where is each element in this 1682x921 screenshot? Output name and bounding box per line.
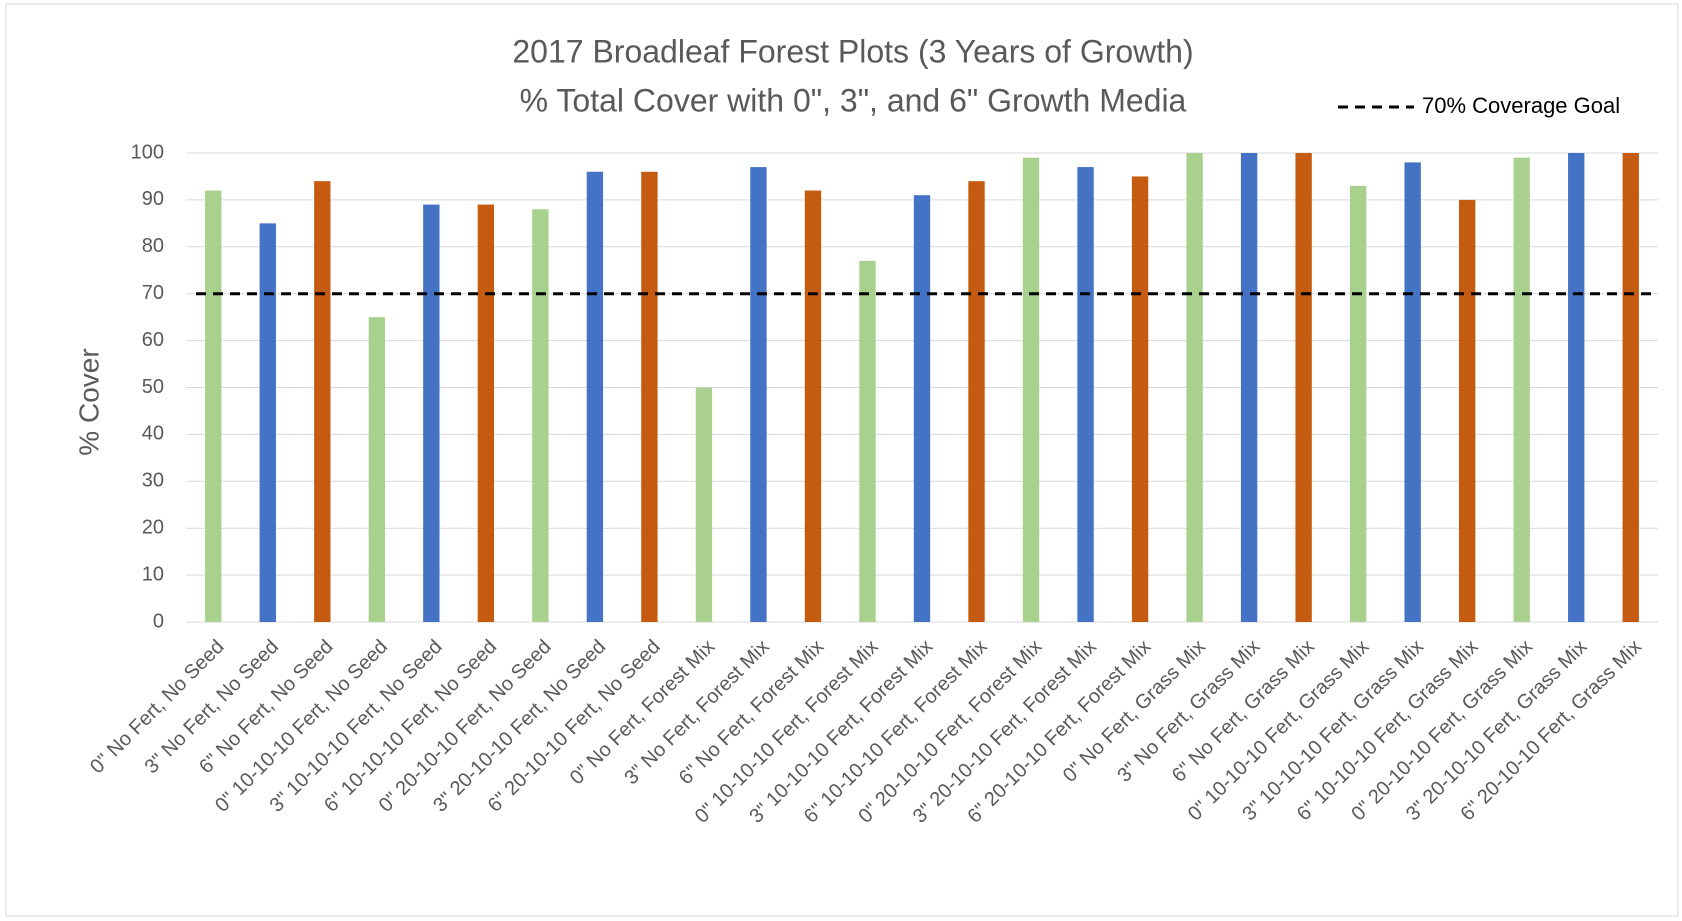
bar [1404, 162, 1421, 622]
bar [1077, 167, 1094, 622]
y-tick-label: 100 [131, 141, 164, 163]
y-tick-label: 70 [142, 282, 164, 304]
bar [913, 195, 931, 622]
y-tick-label: 50 [142, 376, 164, 398]
bar [1295, 153, 1312, 622]
y-tick-label: 10 [142, 563, 164, 585]
bar [423, 204, 440, 622]
bar [532, 209, 549, 622]
y-axis-label: % Cover [73, 348, 104, 455]
chart-title: 2017 Broadleaf Forest Plots (3 Years of … [512, 33, 1193, 69]
bar [205, 190, 222, 622]
y-tick-label: 40 [142, 423, 164, 445]
y-tick-label: 60 [142, 329, 164, 351]
chart-subtitle: % Total Cover with 0", 3", and 6" Growth… [520, 82, 1187, 118]
bar [1131, 176, 1149, 622]
bar [477, 204, 495, 622]
chart-border [5, 3, 1679, 917]
bar [1349, 185, 1367, 622]
legend-label: 70% Coverage Goal [1422, 93, 1620, 118]
bar [859, 260, 876, 622]
y-tick-label: 90 [142, 188, 164, 210]
bar [1022, 157, 1040, 622]
bar [1240, 153, 1258, 622]
bar [968, 181, 985, 622]
bar [314, 181, 331, 622]
y-tick-label: 0 [153, 610, 164, 632]
bar [695, 387, 713, 622]
bar [1568, 153, 1585, 622]
bar [586, 171, 604, 622]
bar [368, 317, 385, 622]
y-tick-label: 20 [142, 516, 164, 538]
y-tick-label: 30 [142, 470, 164, 492]
bar [1622, 153, 1639, 622]
bar [1459, 199, 1476, 622]
bar [804, 190, 822, 622]
bar [750, 167, 767, 622]
bar [1513, 157, 1530, 622]
bar [641, 171, 658, 622]
y-tick-label: 80 [142, 235, 164, 257]
bar [259, 223, 276, 622]
bar [1186, 153, 1203, 622]
